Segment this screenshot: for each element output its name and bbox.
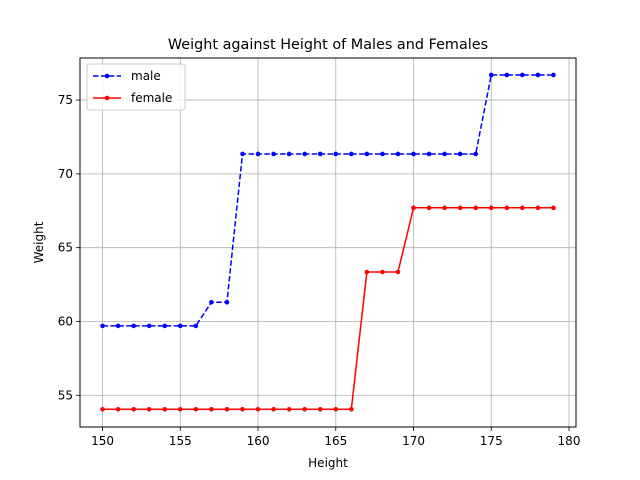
- y-tick-label: 70: [58, 167, 73, 181]
- x-tick-label: 175: [480, 434, 503, 448]
- data-point-male: [504, 72, 510, 78]
- data-point-male: [395, 151, 401, 157]
- data-point-female: [349, 406, 354, 412]
- data-point-male: [302, 151, 307, 157]
- legend-label-male: male: [131, 69, 161, 83]
- data-point-male: [364, 151, 370, 157]
- y-axis-label: Weight: [32, 221, 46, 263]
- data-point-female: [162, 406, 168, 412]
- data-point-female: [426, 205, 432, 211]
- data-point-female: [333, 406, 339, 412]
- data-point-female: [395, 269, 401, 275]
- data-point-male: [317, 151, 323, 157]
- data-point-male: [426, 151, 432, 157]
- x-tick-label: 160: [247, 434, 270, 448]
- data-point-female: [302, 406, 307, 412]
- legend: male female: [86, 63, 186, 111]
- legend-marker-male: [104, 73, 110, 79]
- data-point-female: [504, 205, 510, 211]
- data-point-male: [193, 323, 199, 329]
- data-point-male: [442, 151, 447, 157]
- data-point-female: [364, 269, 370, 275]
- data-point-male: [255, 151, 261, 157]
- data-point-female: [240, 406, 245, 412]
- data-point-female: [271, 406, 276, 412]
- data-point-female: [193, 406, 199, 412]
- data-point-female: [100, 406, 105, 412]
- data-point-female: [535, 205, 541, 211]
- data-point-male: [240, 151, 245, 157]
- data-point-male: [457, 151, 463, 157]
- data-point-male: [100, 323, 105, 329]
- x-tick-label: 150: [91, 434, 114, 448]
- data-point-male: [380, 151, 385, 157]
- legend-marker-female: [104, 95, 110, 101]
- data-point-female: [286, 406, 292, 412]
- data-point-female: [255, 406, 261, 412]
- data-point-female: [115, 406, 121, 412]
- data-point-male: [162, 323, 168, 329]
- data-point-female: [209, 406, 214, 412]
- plot-frame: [79, 57, 577, 428]
- ticks-layer: 150 155 160 165 170 175 180 55 60 65 70 75: [58, 93, 581, 448]
- grid-layer: [80, 58, 576, 427]
- x-tick-label: 170: [402, 434, 425, 448]
- data-point-female: [411, 205, 416, 211]
- data-point-male: [473, 151, 479, 157]
- data-point-female: [457, 205, 463, 211]
- series-line-female: [102, 207, 554, 411]
- y-tick-label: 55: [58, 388, 73, 402]
- data-point-male: [115, 323, 121, 329]
- data-point-male: [488, 72, 494, 78]
- data-point-male: [411, 151, 416, 157]
- series-line-male: [102, 74, 554, 327]
- series-layer: [100, 72, 556, 412]
- y-tick-label: 60: [58, 314, 73, 328]
- data-point-female: [551, 205, 556, 211]
- data-point-female: [442, 205, 447, 211]
- data-point-female: [380, 269, 385, 275]
- data-point-male: [551, 72, 556, 78]
- data-point-female: [317, 406, 323, 412]
- data-point-female: [146, 406, 152, 412]
- data-point-male: [177, 323, 183, 329]
- data-point-male: [535, 72, 541, 78]
- data-point-male: [146, 323, 152, 329]
- data-point-male: [349, 151, 354, 157]
- data-point-female: [488, 205, 494, 211]
- data-point-male: [131, 323, 136, 329]
- x-tick-label: 180: [558, 434, 581, 448]
- y-tick-label: 65: [58, 241, 73, 255]
- x-tick-label: 155: [169, 434, 192, 448]
- y-tick-label: 75: [58, 93, 73, 107]
- legend-label-female: female: [131, 91, 172, 105]
- x-axis-label: Height: [308, 456, 348, 470]
- chart-title: Weight against Height of Males and Femal…: [168, 37, 488, 53]
- data-point-female: [520, 205, 525, 211]
- data-point-female: [131, 406, 136, 412]
- data-point-male: [520, 72, 525, 78]
- data-point-female: [177, 406, 183, 412]
- data-point-female: [473, 205, 479, 211]
- data-point-female: [224, 406, 230, 412]
- x-tick-label: 165: [324, 434, 347, 448]
- data-point-male: [224, 299, 230, 305]
- data-point-male: [271, 151, 276, 157]
- data-point-male: [209, 299, 214, 305]
- data-point-male: [333, 151, 339, 157]
- data-point-male: [286, 151, 292, 157]
